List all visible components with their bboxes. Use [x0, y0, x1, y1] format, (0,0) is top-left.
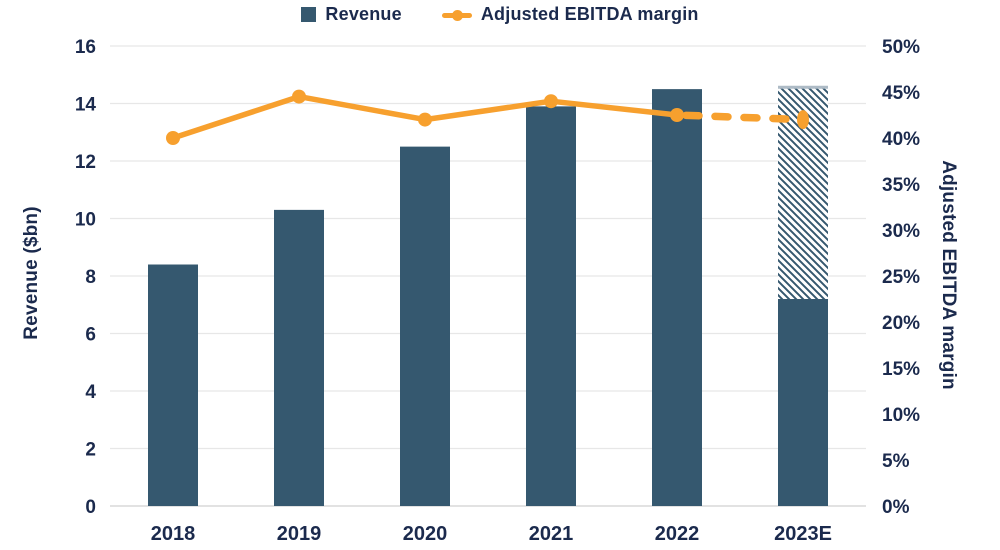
right-tick-label-15pct: 15% [882, 359, 920, 380]
x-label-2018: 2018 [151, 523, 196, 545]
revenue-legend-swatch-icon [301, 7, 317, 22]
line-marker-2023E [797, 110, 809, 130]
revenue-bars [148, 85, 828, 506]
left-tick-label-12: 12 [75, 152, 96, 173]
right-tick-label-40pct: 40% [882, 129, 920, 150]
x-label-2021: 2021 [529, 523, 574, 545]
right-tick-label-5pct: 5% [882, 451, 910, 472]
right-tick-label-30pct: 30% [882, 221, 920, 242]
ebitda-legend-marker-icon [441, 7, 472, 23]
ebitda-legend-label: Adjusted EBITDA margin [480, 4, 699, 24]
bar-2019 [274, 209, 324, 506]
right-tick-label-50pct: 50% [882, 37, 920, 58]
left-tick-label-16: 16 [75, 37, 96, 58]
left-axis-title: Revenue ($bn) [21, 206, 42, 340]
chart-legend: Revenue Adjusted EBITDA margin [0, 4, 1000, 25]
line-marker-2022 [670, 108, 684, 122]
ebitda-line-forecast-dashed [673, 111, 807, 124]
right-tick-label-0pct: 0% [882, 497, 910, 518]
left-tick-label-2: 2 [85, 440, 96, 461]
axis-tick-labels: 0 2 4 6 8 10 12 14 16 0% 5% 10% 15% 20% 25% 30% 35% 40% 45… [75, 37, 920, 545]
right-tick-label-35pct: 35% [882, 175, 920, 196]
x-label-2022: 2022 [655, 523, 700, 545]
line-marker-2018 [166, 131, 180, 145]
gridlines [110, 45, 866, 507]
ebitda-margin-line [166, 89, 809, 145]
left-tick-label-0: 0 [85, 497, 96, 518]
right-axis-title: Adjusted EBITDA margin [938, 160, 959, 390]
legend-item-ebitda-margin: Adjusted EBITDA margin [441, 4, 699, 25]
revenue-legend-label: Revenue [325, 4, 402, 24]
left-tick-label-6: 6 [85, 325, 96, 346]
bar-2023E-actual [778, 299, 828, 506]
bar-2022 [652, 89, 702, 506]
bar-2021 [526, 106, 576, 506]
line-marker-2021 [544, 94, 558, 109]
left-tick-label-4: 4 [85, 382, 96, 403]
left-tick-label-14: 14 [75, 95, 97, 116]
right-tick-label-45pct: 45% [882, 83, 920, 104]
x-label-2019: 2019 [277, 523, 322, 545]
x-label-2023E: 2023E [774, 523, 832, 545]
right-tick-label-20pct: 20% [882, 313, 920, 334]
line-marker-2020 [418, 112, 432, 127]
x-label-2020: 2020 [403, 523, 448, 545]
line-marker-2019 [292, 89, 306, 104]
right-tick-label-10pct: 10% [882, 405, 920, 426]
right-tick-label-25pct: 25% [882, 267, 920, 288]
left-tick-label-8: 8 [85, 267, 96, 288]
bar-2018 [148, 264, 198, 506]
left-tick-label-10: 10 [75, 210, 96, 231]
legend-item-revenue: Revenue [301, 4, 402, 25]
bar-2020 [400, 146, 450, 506]
